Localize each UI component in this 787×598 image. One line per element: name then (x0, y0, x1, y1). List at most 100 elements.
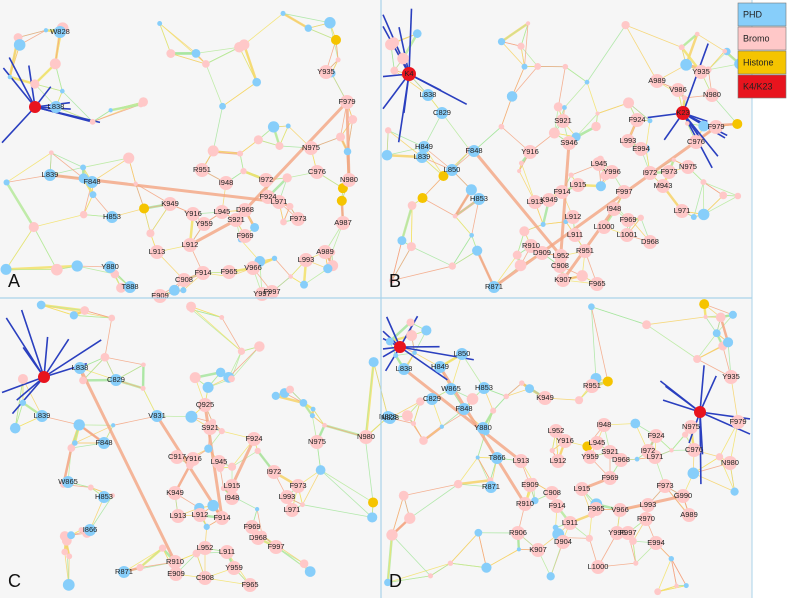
node (203, 421, 217, 435)
hub-edge (1, 106, 36, 144)
node (548, 127, 560, 139)
node (212, 455, 226, 469)
node-label: F848 (455, 404, 472, 413)
node (170, 450, 184, 464)
node (50, 101, 62, 113)
hub-edge (699, 411, 704, 455)
node (116, 282, 126, 293)
edge (190, 306, 242, 352)
node-label: F969 (243, 522, 260, 531)
node (553, 259, 567, 273)
edge (697, 33, 725, 52)
node (215, 367, 226, 378)
node-label: F997 (619, 528, 636, 537)
node (197, 217, 211, 231)
node (538, 391, 552, 405)
node (286, 385, 295, 394)
node (517, 168, 522, 174)
node (123, 152, 135, 164)
node-label: L945 (591, 159, 608, 168)
legend-swatch (737, 26, 787, 51)
node (684, 420, 698, 434)
node-label: L839 (414, 152, 431, 161)
node (227, 462, 237, 471)
node-label: R951 (193, 165, 211, 174)
edge (671, 434, 686, 451)
legend-label: Histone (743, 57, 774, 67)
edge (403, 483, 459, 497)
node (715, 312, 726, 323)
hub-edge (43, 336, 49, 378)
node-label: F973 (660, 167, 677, 176)
node (227, 561, 241, 575)
node-label: G990 (674, 491, 692, 500)
node (512, 250, 522, 260)
edge (524, 23, 529, 67)
edge (5, 181, 35, 228)
node (671, 157, 676, 163)
node (80, 164, 87, 171)
node (384, 578, 392, 587)
node (229, 213, 243, 227)
node (506, 91, 518, 102)
node-label: D968 (641, 237, 659, 246)
node-label: N975 (679, 162, 697, 171)
edge (17, 29, 47, 38)
node (215, 511, 229, 525)
node-label: Y935 (317, 67, 335, 76)
node (523, 145, 537, 159)
node (683, 583, 689, 589)
node (643, 235, 657, 249)
node (675, 204, 689, 218)
edge (84, 310, 112, 319)
node (304, 141, 318, 155)
node-label: E909 (151, 291, 169, 300)
node-label: Q925 (196, 400, 214, 409)
panel-letter: C (8, 571, 21, 591)
node (89, 191, 97, 199)
node-label: F969 (236, 231, 253, 240)
node (98, 491, 110, 503)
node (434, 361, 446, 373)
edge (391, 534, 431, 577)
node (732, 118, 743, 129)
node-label: D968 (236, 205, 254, 214)
edge (520, 23, 529, 47)
node (421, 325, 432, 336)
node-label: K4 (404, 69, 413, 78)
node-label: L912 (182, 240, 199, 249)
node (59, 88, 65, 94)
node (584, 79, 590, 85)
node (108, 108, 113, 113)
hub-edge (699, 365, 705, 413)
node (299, 253, 313, 267)
node-label: L838 (396, 364, 413, 373)
node (582, 441, 593, 452)
node (693, 354, 702, 364)
node (336, 195, 347, 206)
node (218, 428, 225, 435)
node (219, 176, 233, 190)
node (730, 487, 739, 496)
node-label: F965 (588, 279, 605, 288)
node (709, 120, 723, 134)
edge (62, 90, 93, 123)
node (282, 173, 292, 183)
node (108, 314, 116, 322)
edge (41, 304, 74, 316)
node (237, 150, 244, 157)
legend-label: K4/K23 (743, 81, 773, 91)
node-label: R910 (166, 557, 184, 566)
edge (410, 205, 413, 247)
legend-label: PHD (743, 9, 763, 19)
node (465, 184, 477, 196)
node (158, 544, 167, 552)
node (271, 391, 280, 400)
node (104, 261, 116, 273)
node (310, 406, 316, 412)
node (614, 453, 628, 467)
node (54, 26, 66, 38)
edge (646, 324, 698, 360)
node-label: L913 (513, 456, 530, 465)
